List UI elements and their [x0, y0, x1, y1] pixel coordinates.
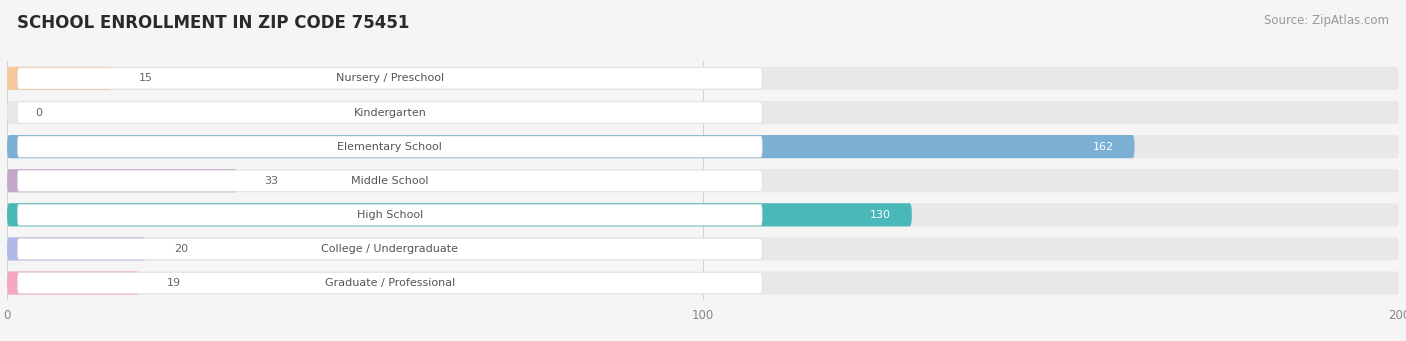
FancyBboxPatch shape — [17, 102, 762, 123]
Text: 19: 19 — [167, 278, 181, 288]
Text: Elementary School: Elementary School — [337, 142, 443, 152]
FancyBboxPatch shape — [17, 136, 762, 157]
FancyBboxPatch shape — [7, 203, 912, 226]
Text: Graduate / Professional: Graduate / Professional — [325, 278, 456, 288]
Text: Nursery / Preschool: Nursery / Preschool — [336, 73, 444, 84]
FancyBboxPatch shape — [17, 68, 762, 89]
Text: 33: 33 — [264, 176, 278, 186]
FancyBboxPatch shape — [7, 271, 139, 295]
Text: 0: 0 — [35, 107, 42, 118]
FancyBboxPatch shape — [17, 238, 762, 260]
Text: Middle School: Middle School — [352, 176, 429, 186]
Text: Source: ZipAtlas.com: Source: ZipAtlas.com — [1264, 14, 1389, 27]
Text: 130: 130 — [870, 210, 891, 220]
FancyBboxPatch shape — [7, 169, 236, 192]
FancyBboxPatch shape — [7, 271, 1399, 295]
Text: College / Undergraduate: College / Undergraduate — [322, 244, 458, 254]
Text: Kindergarten: Kindergarten — [353, 107, 426, 118]
FancyBboxPatch shape — [7, 67, 1399, 90]
FancyBboxPatch shape — [7, 169, 1399, 192]
FancyBboxPatch shape — [7, 237, 146, 261]
FancyBboxPatch shape — [17, 204, 762, 225]
Text: 20: 20 — [174, 244, 188, 254]
FancyBboxPatch shape — [7, 101, 1399, 124]
FancyBboxPatch shape — [7, 203, 1399, 226]
Text: 162: 162 — [1092, 142, 1114, 152]
FancyBboxPatch shape — [17, 170, 762, 191]
Text: High School: High School — [357, 210, 423, 220]
FancyBboxPatch shape — [7, 237, 1399, 261]
FancyBboxPatch shape — [17, 272, 762, 294]
Text: 15: 15 — [139, 73, 153, 84]
FancyBboxPatch shape — [7, 135, 1135, 158]
FancyBboxPatch shape — [7, 135, 1399, 158]
FancyBboxPatch shape — [7, 67, 111, 90]
Text: SCHOOL ENROLLMENT IN ZIP CODE 75451: SCHOOL ENROLLMENT IN ZIP CODE 75451 — [17, 14, 409, 32]
